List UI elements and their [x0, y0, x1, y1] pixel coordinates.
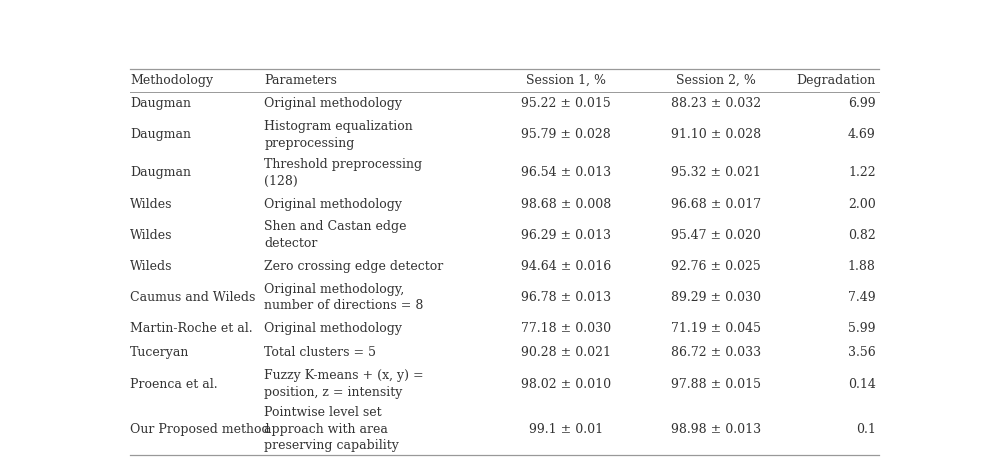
- Text: 94.64 ± 0.016: 94.64 ± 0.016: [520, 260, 611, 273]
- Text: 91.10 ± 0.028: 91.10 ± 0.028: [671, 129, 761, 141]
- Text: 96.29 ± 0.013: 96.29 ± 0.013: [521, 229, 610, 242]
- Text: Total clusters = 5: Total clusters = 5: [265, 347, 377, 359]
- Text: 6.99: 6.99: [848, 97, 876, 110]
- Text: 71.19 ± 0.045: 71.19 ± 0.045: [671, 322, 761, 335]
- Text: 96.54 ± 0.013: 96.54 ± 0.013: [521, 167, 610, 179]
- Text: 1.22: 1.22: [848, 167, 876, 179]
- Text: 97.88 ± 0.015: 97.88 ± 0.015: [671, 377, 761, 390]
- Text: Fuzzy K-means + (x, y) =
position, z = intensity: Fuzzy K-means + (x, y) = position, z = i…: [265, 369, 424, 399]
- Text: Parameters: Parameters: [265, 74, 337, 87]
- Text: Pointwise level set
approach with area
preserving capability: Pointwise level set approach with area p…: [265, 406, 399, 452]
- Text: 95.22 ± 0.015: 95.22 ± 0.015: [521, 97, 610, 110]
- Text: 99.1 ± 0.01: 99.1 ± 0.01: [529, 423, 603, 436]
- Text: 3.56: 3.56: [848, 347, 876, 359]
- Text: Martin-Roche et al.: Martin-Roche et al.: [130, 322, 253, 335]
- Text: 89.29 ± 0.030: 89.29 ± 0.030: [671, 291, 761, 304]
- Text: 0.82: 0.82: [848, 229, 876, 242]
- Text: Shen and Castan edge
detector: Shen and Castan edge detector: [265, 220, 407, 250]
- Text: 98.02 ± 0.010: 98.02 ± 0.010: [521, 377, 610, 390]
- Text: 96.78 ± 0.013: 96.78 ± 0.013: [521, 291, 610, 304]
- Text: 95.32 ± 0.021: 95.32 ± 0.021: [671, 167, 760, 179]
- Text: 77.18 ± 0.030: 77.18 ± 0.030: [521, 322, 610, 335]
- Text: Histogram equalization
preprocessing: Histogram equalization preprocessing: [265, 120, 413, 149]
- Text: Session 1, %: Session 1, %: [526, 74, 606, 87]
- Text: Degradation: Degradation: [797, 74, 876, 87]
- Text: Daugman: Daugman: [130, 129, 191, 141]
- Text: 98.98 ± 0.013: 98.98 ± 0.013: [671, 423, 761, 436]
- Text: Wileds: Wileds: [130, 260, 172, 273]
- Text: 92.76 ± 0.025: 92.76 ± 0.025: [671, 260, 760, 273]
- Text: Daugman: Daugman: [130, 97, 191, 110]
- Text: Our Proposed method: Our Proposed method: [130, 423, 270, 436]
- Text: Caumus and Wileds: Caumus and Wileds: [130, 291, 256, 304]
- Text: 1.88: 1.88: [848, 260, 876, 273]
- Text: 7.49: 7.49: [848, 291, 876, 304]
- Text: 95.47 ± 0.020: 95.47 ± 0.020: [671, 229, 760, 242]
- Text: Wildes: Wildes: [130, 229, 172, 242]
- Text: Wildes: Wildes: [130, 198, 172, 210]
- Text: 95.79 ± 0.028: 95.79 ± 0.028: [521, 129, 610, 141]
- Text: Threshold preprocessing
(128): Threshold preprocessing (128): [265, 158, 422, 188]
- Text: 5.99: 5.99: [848, 322, 876, 335]
- Text: 0.1: 0.1: [856, 423, 876, 436]
- Text: 98.68 ± 0.008: 98.68 ± 0.008: [520, 198, 611, 210]
- Text: 90.28 ± 0.021: 90.28 ± 0.021: [521, 347, 610, 359]
- Text: 88.23 ± 0.032: 88.23 ± 0.032: [671, 97, 761, 110]
- Text: 86.72 ± 0.033: 86.72 ± 0.033: [671, 347, 761, 359]
- Text: 4.69: 4.69: [848, 129, 876, 141]
- Text: 2.00: 2.00: [848, 198, 876, 210]
- Text: Original methodology: Original methodology: [265, 198, 402, 210]
- Text: 0.14: 0.14: [848, 377, 876, 390]
- Text: Proenca et al.: Proenca et al.: [130, 377, 218, 390]
- Text: Original methodology,
number of directions = 8: Original methodology, number of directio…: [265, 283, 424, 312]
- Text: Tuceryan: Tuceryan: [130, 347, 189, 359]
- Text: Original methodology: Original methodology: [265, 322, 402, 335]
- Text: Zero crossing edge detector: Zero crossing edge detector: [265, 260, 444, 273]
- Text: 96.68 ± 0.017: 96.68 ± 0.017: [671, 198, 761, 210]
- Text: Daugman: Daugman: [130, 167, 191, 179]
- Text: Original methodology: Original methodology: [265, 97, 402, 110]
- Text: Session 2, %: Session 2, %: [676, 74, 755, 87]
- Text: Methodology: Methodology: [130, 74, 213, 87]
